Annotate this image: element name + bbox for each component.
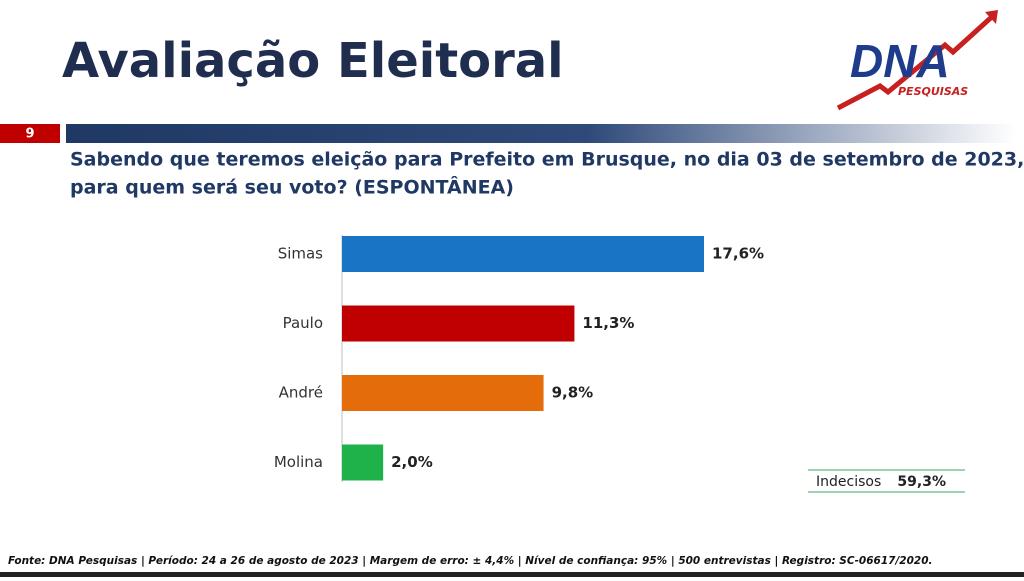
question-line: para quem será seu voto? (ESPONTÂNEA) [70, 176, 514, 199]
bar [342, 375, 544, 411]
bars: Simas 17,6% Paulo 11,3% André 9,8% Molina 2,0% [274, 236, 764, 481]
bar [342, 444, 384, 481]
slide-title: Avaliação Eleitoral [62, 33, 564, 89]
undecided-value: 59,3% [897, 474, 946, 490]
value-label: 9,8% [552, 384, 594, 402]
page-number: 9 [25, 127, 34, 142]
value-label: 2,0% [391, 453, 433, 471]
question-line: Sabendo que teremos eleição para Prefeit… [70, 149, 1024, 171]
value-label: 11,3% [582, 314, 634, 332]
undecided-label: Indecisos [816, 474, 881, 490]
header-bar [66, 124, 1016, 143]
bottom-bar [0, 572, 1024, 577]
category-label: Simas [278, 245, 323, 263]
category-label: André [279, 384, 323, 402]
bar [342, 236, 704, 272]
page-number-box [0, 124, 60, 143]
footer: Fonte: DNA Pesquisas | Período: 24 a 26 … [8, 555, 933, 567]
logo-text: DNA [850, 35, 950, 87]
category-label: Molina [274, 453, 323, 471]
bar [342, 305, 575, 342]
category-label: Paulo [283, 314, 323, 332]
value-label: 17,6% [712, 245, 764, 263]
logo-arrow [836, 12, 997, 111]
logo-arrow-head [985, 10, 998, 24]
logo-subtext: PESQUISAS [898, 85, 968, 98]
logo: DNA PESQUISAS [836, 10, 998, 111]
